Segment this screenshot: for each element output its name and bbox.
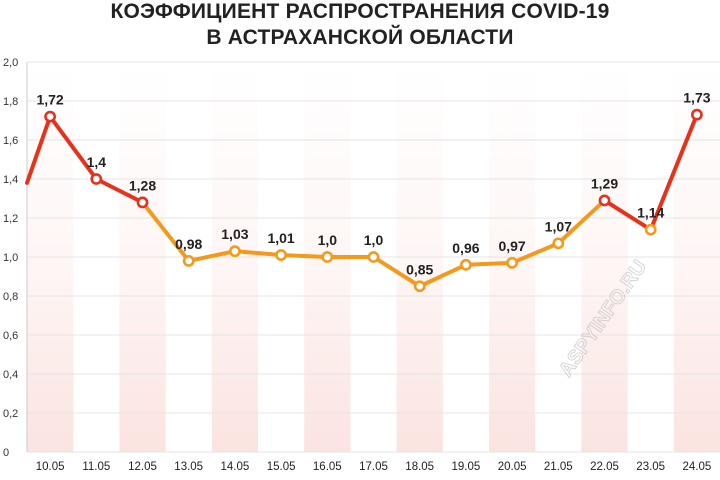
x-tick-label: 17.05 [359,461,388,473]
data-label: 1,29 [591,175,618,191]
series-line-segment [48,114,99,181]
data-point [90,173,103,185]
data-label: 1,14 [637,205,664,221]
y-tick-label: 1,8 [3,96,18,108]
data-point [136,196,149,209]
data-label: 1,01 [267,230,294,246]
series-line-segment [417,262,468,289]
x-tick-label: 24.05 [683,461,712,473]
data-point [321,251,334,263]
y-tick-label: 0,6 [3,330,18,342]
x-tick-label: 23.05 [636,461,665,473]
y-tick-label: 2,0 [3,57,18,69]
data-label: 1,72 [36,92,63,108]
x-tick-label: 18.05 [405,461,434,473]
series-line-segment [25,114,53,185]
x-tick-label: 16.05 [313,461,342,473]
y-tick-label: 1,0 [3,252,18,264]
x-tick-label: 13.05 [174,461,203,473]
series-line-segment [648,112,699,232]
data-label: 1,07 [545,218,572,234]
x-tick-label: 14.05 [221,461,250,473]
series-line-segment [463,260,515,267]
chart-title: КОЭФФИЦИЕНТ РАСПРОСТРАНЕНИЯ COVID-19 [110,0,610,23]
data-label: 1,03 [221,226,248,242]
y-tick-label: 1,4 [3,174,18,186]
series-line-segment [94,177,145,205]
y-tick-label: 1,6 [3,135,18,147]
x-tick-label: 19.05 [452,461,481,473]
x-tick-label: 10.05 [36,461,65,473]
data-point [44,110,56,123]
data-point [552,237,565,250]
y-tick-label: 0,2 [3,408,18,420]
series-line-segment [140,200,191,263]
series-line-segment [510,241,561,265]
series-line-segment [602,198,653,232]
data-label: 1,73 [683,90,710,106]
x-tick-label: 11.05 [82,461,110,473]
x-tick-label: 12.05 [128,461,157,473]
y-tick-label: 0,8 [3,291,18,303]
data-label: 1,0 [364,232,384,248]
data-point [275,249,287,261]
data-point [459,258,472,271]
data-point [644,223,657,236]
data-label: 0,97 [498,238,525,254]
data-point [367,251,380,263]
y-tick-label: 1,2 [3,213,18,225]
data-label: 0,96 [452,240,479,256]
data-point [506,256,518,269]
x-tick-label: 21.05 [544,461,573,473]
series-line-segment [279,253,330,259]
series-line-segment [186,249,237,263]
data-point [598,194,611,207]
y-tick-label: 0,4 [3,369,18,381]
chart-subtitle: В АСТРАХАНСКОЙ ОБЛАСТИ [206,26,514,49]
series-line-segment [232,249,284,258]
x-tick-label: 15.05 [267,461,296,473]
series-line-segment [556,198,607,246]
x-tick-label: 20.05 [498,461,527,473]
data-label: 1,0 [318,232,338,248]
data-label: 0,85 [406,261,433,277]
data-label: 0,98 [175,236,202,252]
x-tick-label: 22.05 [590,461,619,473]
series-line-segment [371,255,422,289]
y-tick-label: 0 [3,447,9,459]
data-point [691,108,703,121]
data-point [182,254,195,267]
data-point [228,245,241,258]
data-label: 1,4 [87,154,107,170]
data-label: 1,28 [129,177,156,193]
data-point [413,280,426,293]
